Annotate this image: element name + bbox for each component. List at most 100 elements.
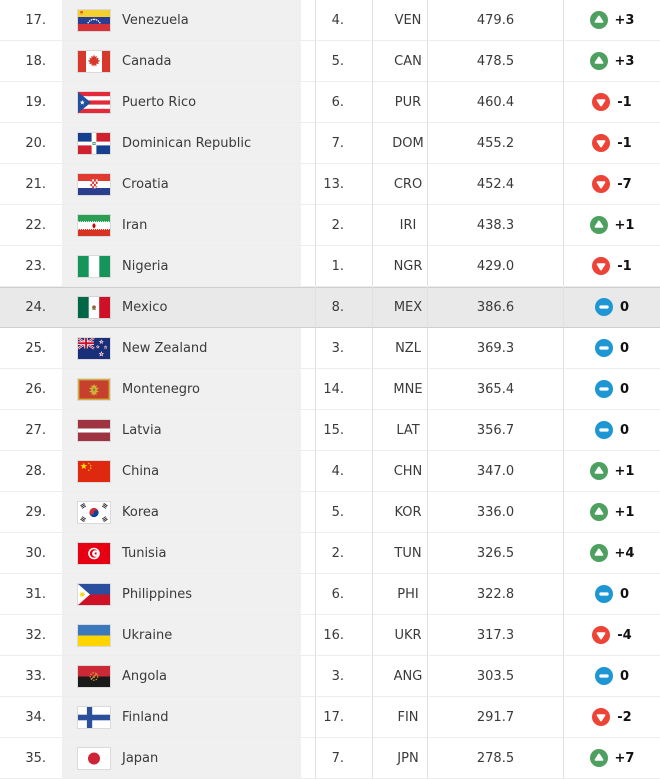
continental-rank-cell: 6.: [315, 82, 372, 123]
country-code-cell: TUN: [372, 533, 427, 574]
ranking-row[interactable]: 25. New Zealand 3. NZL 369.3 0: [0, 328, 660, 369]
ranking-row[interactable]: 23. Nigeria 1. NGR 429.0 -1: [0, 246, 660, 287]
rank-change-inner: 0: [564, 298, 660, 316]
world-rank-cell: 31.: [0, 574, 62, 615]
world-rank: 24.: [25, 299, 46, 315]
ranking-row[interactable]: 30. Tunisia 2. TUN 326.5 +4: [0, 533, 660, 574]
country-code-cell: LAT: [372, 410, 427, 451]
country-cell: New Zealand: [62, 328, 315, 369]
points-cell: 455.2: [427, 123, 563, 164]
points-cell: 278.5: [427, 738, 563, 779]
rank-change-inner: 0: [564, 380, 660, 398]
ranking-row[interactable]: 27. Latvia 15. LAT 356.7 0: [0, 410, 660, 451]
rank-change-inner: -1: [564, 257, 660, 275]
world-rank: 29.: [25, 504, 46, 520]
rank-change-cell: 0: [563, 410, 660, 451]
ranking-row[interactable]: 20. Dominican Republic 7. DOM 455.2 -1: [0, 123, 660, 164]
rank-change-inner: 0: [564, 667, 660, 685]
country-cell: Mexico: [62, 287, 315, 328]
world-rank: 34.: [25, 709, 46, 725]
world-rank: 18.: [25, 53, 46, 69]
country-cell-inner: Finland: [62, 697, 301, 737]
ranking-row[interactable]: 28. China 4. CHN 347.0 +1: [0, 451, 660, 492]
country-cell: China: [62, 451, 315, 492]
flag-canada-icon: [77, 49, 111, 73]
rank-change-value: -2: [617, 709, 632, 725]
ranking-row[interactable]: 18. Canada 5. CAN 478.5 +3: [0, 41, 660, 82]
country-name: Korea: [122, 504, 159, 520]
rank-change-inner: +4: [564, 544, 660, 562]
country-cell-inner: Iran: [62, 205, 301, 245]
rank-change-inner: +7: [564, 749, 660, 767]
flag-dominican-republic-icon: [77, 131, 111, 155]
points-value: 303.5: [476, 668, 515, 684]
continental-rank: 16.: [323, 627, 344, 643]
world-rank: 27.: [25, 422, 46, 438]
country-code-cell: DOM: [372, 123, 427, 164]
points-cell: 429.0: [427, 246, 563, 287]
ranking-row[interactable]: 33. Angola 3. ANG 303.5 0: [0, 656, 660, 697]
ranking-row[interactable]: 19. Puerto Rico 6. PUR 460.4 -1: [0, 82, 660, 123]
country-code-cell: CHN: [372, 451, 427, 492]
continental-rank-cell: 15.: [315, 410, 372, 451]
ranking-row[interactable]: 26. Montenegro 14. MNE 365.4 0: [0, 369, 660, 410]
rank-change-cell: +3: [563, 41, 660, 82]
country-code-cell: VEN: [372, 0, 427, 41]
trend-up-icon: [589, 216, 608, 234]
trend-down-icon: [592, 93, 611, 111]
rank-change-value: +3: [614, 53, 635, 69]
world-rank-cell: 23.: [0, 246, 62, 287]
trend-down-icon: [592, 626, 611, 644]
trend-up-icon: [589, 503, 608, 521]
rank-change-value: 0: [619, 381, 630, 397]
country-code-cell: PHI: [372, 574, 427, 615]
world-rank: 22.: [25, 217, 46, 233]
ranking-row[interactable]: 31. Philippines 6. PHI 322.8 0: [0, 574, 660, 615]
rank-change-inner: +1: [564, 503, 660, 521]
world-rank-cell: 29.: [0, 492, 62, 533]
continental-rank: 2.: [331, 217, 344, 233]
ranking-row[interactable]: 29. Korea 5. KOR 336.0 +1: [0, 492, 660, 533]
country-cell: Croatia: [62, 164, 315, 205]
country-cell: Angola: [62, 656, 315, 697]
rank-change-inner: +1: [564, 216, 660, 234]
country-code-cell: NGR: [372, 246, 427, 287]
country-cell-inner: Nigeria: [62, 246, 301, 286]
rank-change-value: 0: [619, 586, 630, 602]
country-code: IRI: [399, 217, 417, 233]
rank-change-value: -1: [617, 258, 632, 274]
rank-change-cell: 0: [563, 328, 660, 369]
flag-angola-icon: [77, 664, 111, 688]
points-value: 369.3: [476, 340, 515, 356]
points-cell: 369.3: [427, 328, 563, 369]
ranking-row[interactable]: 32. Ukraine 16. UKR 317.3 -4: [0, 615, 660, 656]
country-code-cell: NZL: [372, 328, 427, 369]
world-rank-cell: 21.: [0, 164, 62, 205]
flag-new-zealand-icon: [77, 336, 111, 360]
ranking-row[interactable]: 17. Venezuela 4. VEN 479.6 +3: [0, 0, 660, 41]
ranking-row[interactable]: 22. Iran 2. IRI 438.3 +1: [0, 205, 660, 246]
country-cell: Finland: [62, 697, 315, 738]
points-cell: 479.6: [427, 0, 563, 41]
world-rank: 28.: [25, 463, 46, 479]
world-rank: 21.: [25, 176, 46, 192]
ranking-row[interactable]: 24. Mexico 8. MEX 386.6 0: [0, 287, 660, 328]
flag-venezuela-icon: [77, 8, 111, 32]
flag-ukraine-icon: [77, 623, 111, 647]
ranking-row[interactable]: 35. Japan 7. JPN 278.5 +7: [0, 738, 660, 779]
flag-japan-icon: [77, 746, 111, 770]
rank-change-value: +1: [614, 504, 635, 520]
rank-change-inner: +3: [564, 11, 660, 29]
country-name: Iran: [122, 217, 148, 233]
country-cell: Montenegro: [62, 369, 315, 410]
country-cell-inner: Montenegro: [62, 369, 301, 409]
rank-change-cell: -2: [563, 697, 660, 738]
ranking-row[interactable]: 34. Finland 17. FIN 291.7 -2: [0, 697, 660, 738]
ranking-row[interactable]: 21. Croatia 13. CRO 452.4 -7: [0, 164, 660, 205]
continental-rank-cell: 3.: [315, 656, 372, 697]
country-name: Dominican Republic: [122, 135, 252, 151]
rank-change-value: 0: [619, 299, 630, 315]
rank-change-cell: -1: [563, 123, 660, 164]
